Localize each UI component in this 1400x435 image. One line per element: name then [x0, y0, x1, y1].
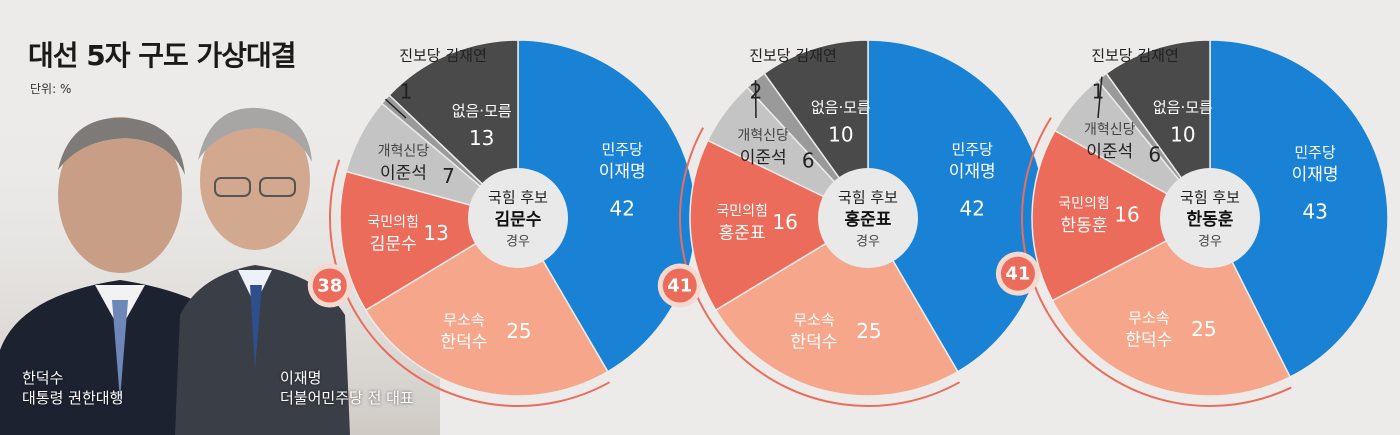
slice-name-2-1: 한덕수: [1125, 330, 1172, 350]
pie-slice-1-5: [763, 39, 869, 221]
slice-value-1-1: 25: [856, 319, 881, 343]
slice-value-2-1: 25: [1191, 317, 1216, 341]
slice-party-1-4: 진보당 김재연: [749, 47, 837, 65]
caption-han-role: 대통령 권한대행: [22, 389, 124, 407]
slice-name-2-3: 이준석: [1086, 142, 1133, 162]
pie-slice-0-0: [517, 39, 697, 373]
donut-center-0: [468, 168, 568, 268]
combined-arc-2: [1021, 117, 1292, 407]
slice-value-1-2: 16: [772, 210, 797, 234]
candidate-photos: [0, 100, 440, 435]
lee-jae-myung-photo: [175, 107, 350, 435]
slice-name-1-0: 이재명: [949, 162, 996, 182]
slice-party-1-2: 국민의힘: [716, 204, 768, 220]
combined-badge-0: [312, 268, 347, 303]
slice-value-1-4: 2: [750, 80, 763, 104]
combined-arc-0: [329, 159, 611, 407]
slice-party-2-4: 진보당 김재연: [1091, 47, 1179, 65]
slice-party-0-0: 민주당: [602, 140, 644, 158]
donut-center-2: [1160, 168, 1260, 268]
pie-slice-2-5: [1105, 39, 1211, 221]
combined-badge-value-1: 41: [667, 276, 692, 297]
slice-party-0-5: 없음·모름: [452, 102, 512, 120]
slice-name-1-2: 홍준표: [719, 224, 766, 244]
slice-name-1-3: 이준석: [740, 148, 787, 168]
slice-value-1-3: 6: [802, 148, 815, 172]
center-line2-2: 한동훈: [1187, 209, 1234, 230]
leader-line-0: [384, 98, 407, 119]
slice-value-0-4: 1: [400, 80, 413, 104]
center-line2-1: 홍준표: [845, 209, 892, 230]
slice-value-2-0: 43: [1302, 200, 1327, 224]
caption-lee-role: 더불어민주당 전 대표: [280, 389, 414, 407]
combined-badge-value-2: 41: [1005, 264, 1030, 285]
slice-value-0-5: 13: [469, 126, 494, 150]
caption-lee: 이재명 더불어민주당 전 대표: [280, 368, 414, 408]
pie-slice-0-5: [388, 39, 519, 220]
slice-value-1-0: 42: [960, 196, 985, 220]
pie-slice-0-1: [364, 216, 609, 397]
slice-value-0-0: 42: [610, 196, 635, 220]
center-line1-1: 국힘 후보: [838, 189, 898, 207]
slice-name-0-3: 이준석: [380, 163, 427, 183]
slice-value-2-3: 6: [1148, 142, 1161, 166]
slice-value-2-5: 10: [1170, 123, 1195, 147]
slice-name-2-0: 이재명: [1292, 165, 1339, 185]
page-title: 대선 5자 구도 가상대결: [28, 39, 297, 72]
slice-party-2-3: 개혁신당: [1084, 122, 1136, 138]
pie-slice-1-1: [714, 216, 959, 397]
combined-badge-2: [1000, 256, 1035, 291]
slice-name-2-2: 한동훈: [1061, 216, 1108, 236]
combined-arc-1: [679, 127, 961, 407]
slice-value-1-5: 10: [828, 123, 853, 147]
slice-party-2-5: 없음·모름: [1153, 99, 1213, 117]
center-line1-0: 국힘 후보: [488, 189, 548, 207]
slice-party-2-1: 무소속: [1128, 309, 1170, 327]
unit-label: 단위: %: [30, 82, 72, 96]
slice-value-2-2: 16: [1114, 203, 1139, 227]
slice-name-0-2: 김문수: [370, 234, 417, 254]
slice-value-2-4: 1: [1092, 80, 1105, 104]
slice-party-2-2: 국민의힘: [1058, 196, 1110, 212]
slice-party-0-3: 개혁신당: [378, 143, 430, 159]
center-line3-1: 경우: [856, 235, 880, 250]
slice-party-1-5: 없음·모름: [811, 99, 871, 117]
slice-name-0-1: 한덕수: [440, 332, 487, 352]
slice-party-2-0: 민주당: [1294, 144, 1336, 162]
slice-party-0-1: 무소속: [443, 311, 485, 329]
donut-center-1: [818, 168, 918, 268]
center-line3-0: 경우: [506, 235, 530, 250]
leader-line-1: [754, 80, 757, 119]
slice-name-1-1: 한덕수: [790, 332, 837, 352]
caption-han-name: 한덕수: [22, 369, 64, 387]
center-line3-2: 경우: [1198, 235, 1222, 250]
center-line2-0: 김문수: [495, 210, 542, 230]
slice-party-0-2: 국민의힘: [367, 214, 419, 230]
combined-badge-value-0: 38: [317, 276, 342, 297]
slice-party-1-0: 민주당: [952, 140, 994, 158]
slice-value-0-1: 25: [506, 319, 531, 343]
slice-party-1-3: 개혁신당: [737, 128, 789, 144]
slice-value-0-2: 13: [423, 221, 448, 245]
pie-slice-2-0: [1209, 39, 1389, 378]
combined-badge-1: [662, 268, 697, 303]
caption-han: 한덕수 대통령 권한대행: [22, 368, 123, 408]
slice-party-1-1: 무소속: [793, 311, 835, 329]
pie-slice-1-2: [689, 139, 870, 312]
leader-line-2: [1097, 76, 1103, 119]
center-line1-2: 국힘 후보: [1180, 189, 1240, 207]
caption-lee-name: 이재명: [280, 369, 322, 387]
pie-slice-2-2: [1031, 129, 1212, 302]
slice-party-0-4: 진보당 김재연: [399, 47, 487, 65]
slice-value-0-3: 7: [442, 164, 455, 188]
slice-name-0-0: 이재명: [599, 162, 646, 182]
